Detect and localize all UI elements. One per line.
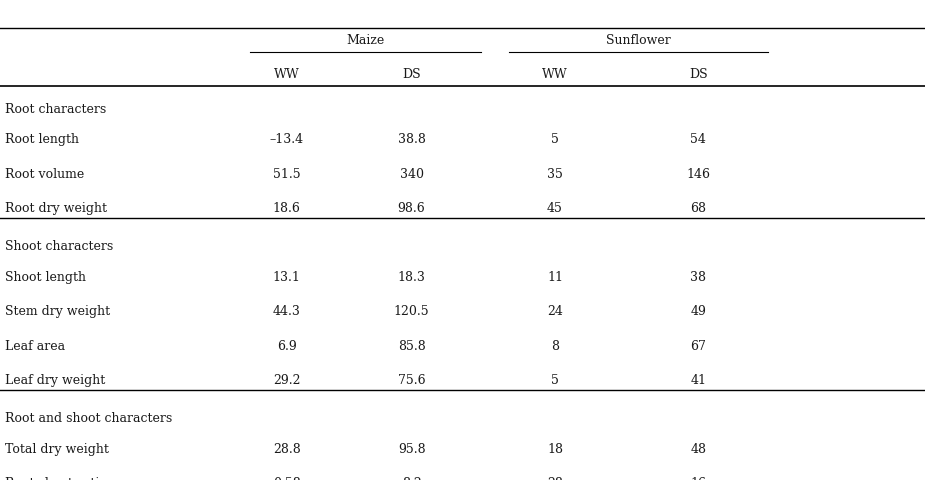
Text: 38: 38 xyxy=(690,271,707,284)
Text: Root shoot ratio: Root shoot ratio xyxy=(5,477,106,480)
Text: 28: 28 xyxy=(547,477,563,480)
Text: 18: 18 xyxy=(547,443,563,456)
Text: 44.3: 44.3 xyxy=(273,305,301,318)
Text: Root characters: Root characters xyxy=(5,103,105,116)
Text: Maize: Maize xyxy=(346,34,385,47)
Text: 48: 48 xyxy=(690,443,707,456)
Text: 67: 67 xyxy=(690,340,707,353)
Text: Root and shoot characters: Root and shoot characters xyxy=(5,412,172,425)
Text: 68: 68 xyxy=(690,202,707,215)
Text: DS: DS xyxy=(689,68,708,81)
Text: 5: 5 xyxy=(551,133,559,146)
Text: Leaf dry weight: Leaf dry weight xyxy=(5,374,105,387)
Text: 8.2: 8.2 xyxy=(401,477,422,480)
Text: Shoot characters: Shoot characters xyxy=(5,240,113,253)
Text: 8: 8 xyxy=(551,340,559,353)
Text: 51.5: 51.5 xyxy=(273,168,301,180)
Text: Root dry weight: Root dry weight xyxy=(5,202,106,215)
Text: 18.3: 18.3 xyxy=(398,271,426,284)
Text: WW: WW xyxy=(274,68,300,81)
Text: 5: 5 xyxy=(551,374,559,387)
Text: 35: 35 xyxy=(547,168,563,180)
Text: 0.58: 0.58 xyxy=(273,477,301,480)
Text: 13.1: 13.1 xyxy=(273,271,301,284)
Text: 38.8: 38.8 xyxy=(398,133,426,146)
Text: 45: 45 xyxy=(547,202,563,215)
Text: 29.2: 29.2 xyxy=(273,374,301,387)
Text: DS: DS xyxy=(402,68,421,81)
Text: Root length: Root length xyxy=(5,133,79,146)
Text: 75.6: 75.6 xyxy=(398,374,426,387)
Text: 24: 24 xyxy=(547,305,563,318)
Text: 120.5: 120.5 xyxy=(394,305,429,318)
Text: 11: 11 xyxy=(547,271,563,284)
Text: Stem dry weight: Stem dry weight xyxy=(5,305,110,318)
Text: Root volume: Root volume xyxy=(5,168,84,180)
Text: 95.8: 95.8 xyxy=(398,443,426,456)
Text: 28.8: 28.8 xyxy=(273,443,301,456)
Text: 85.8: 85.8 xyxy=(398,340,426,353)
Text: –13.4: –13.4 xyxy=(270,133,303,146)
Text: 98.6: 98.6 xyxy=(398,202,426,215)
Text: Leaf area: Leaf area xyxy=(5,340,65,353)
Text: 41: 41 xyxy=(690,374,707,387)
Text: Shoot length: Shoot length xyxy=(5,271,86,284)
Text: Total dry weight: Total dry weight xyxy=(5,443,108,456)
Text: 146: 146 xyxy=(686,168,710,180)
Text: 6.9: 6.9 xyxy=(277,340,297,353)
Text: 54: 54 xyxy=(690,133,707,146)
Text: 49: 49 xyxy=(690,305,707,318)
Text: 340: 340 xyxy=(400,168,424,180)
Text: Sunflower: Sunflower xyxy=(606,34,671,47)
Text: 18.6: 18.6 xyxy=(273,202,301,215)
Text: WW: WW xyxy=(542,68,568,81)
Text: 16: 16 xyxy=(690,477,707,480)
